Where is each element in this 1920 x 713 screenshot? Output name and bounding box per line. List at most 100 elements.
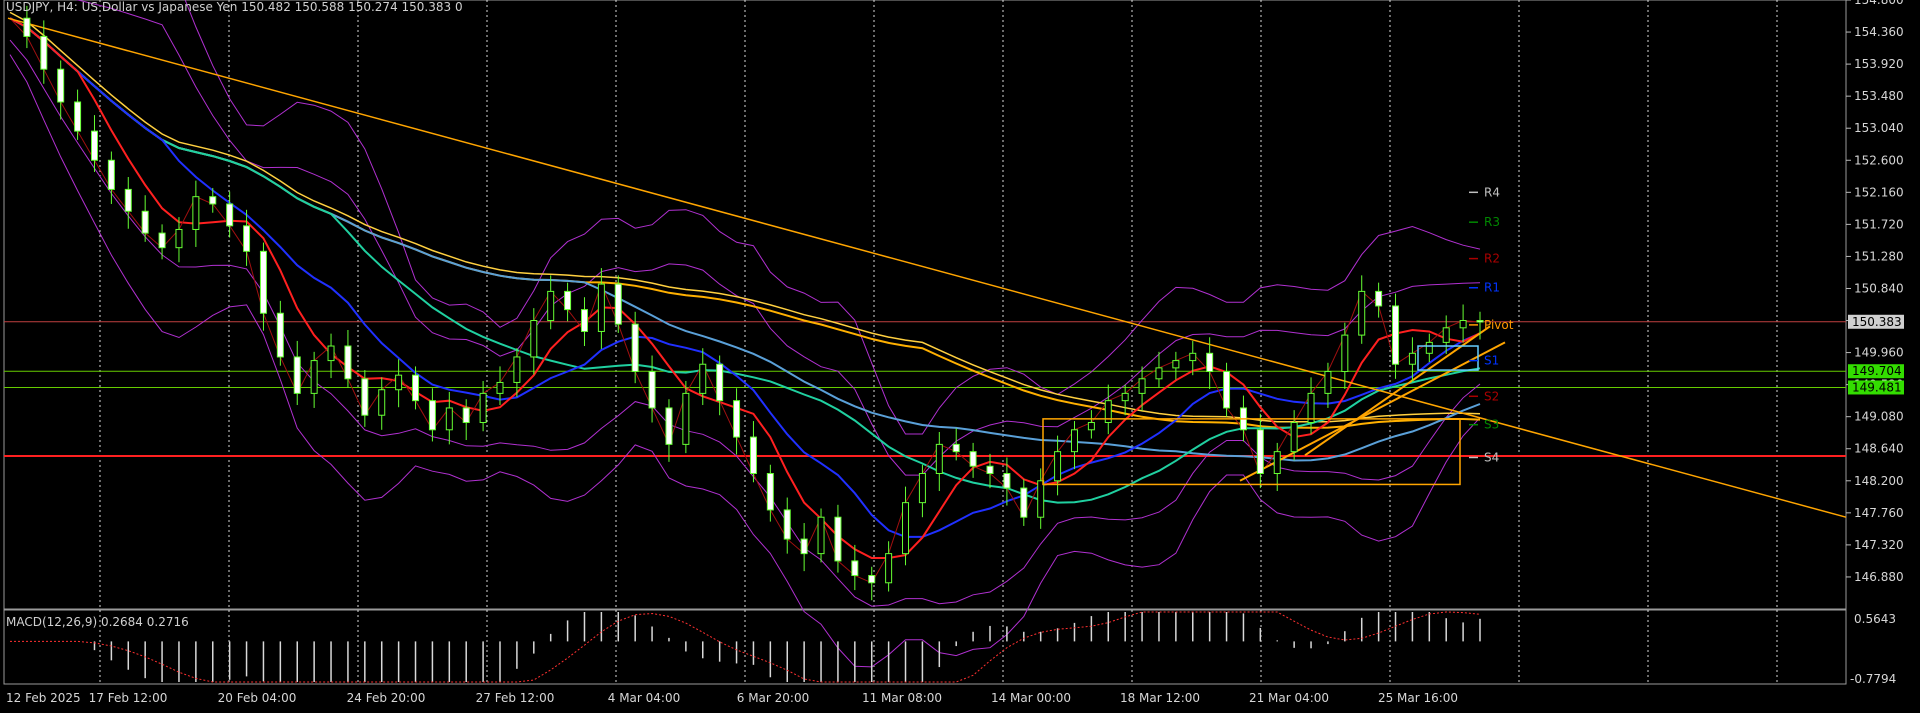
candle-body bbox=[1358, 290, 1366, 336]
main-panel-border bbox=[3, 0, 1847, 610]
price-tick-label: 149.080 bbox=[1854, 410, 1904, 424]
candle-body bbox=[783, 509, 791, 540]
candle-body bbox=[800, 538, 808, 555]
price-tick-label: 152.160 bbox=[1854, 185, 1904, 199]
candle-body bbox=[243, 225, 251, 252]
candle-body bbox=[1476, 320, 1484, 323]
price-tick-label: 148.640 bbox=[1854, 442, 1904, 456]
candle-body bbox=[530, 320, 538, 358]
pivot-label: S4 bbox=[1484, 450, 1499, 464]
drawn-shapes bbox=[1042, 345, 1479, 486]
candle-body bbox=[1037, 480, 1045, 518]
candle-body bbox=[74, 101, 82, 132]
candle-body bbox=[479, 392, 487, 424]
time-tick-label: 18 Mar 12:00 bbox=[1120, 691, 1200, 705]
price-tick-label: 147.760 bbox=[1854, 506, 1904, 520]
time-tick-label: 17 Feb 12:00 bbox=[89, 691, 168, 705]
candle-body bbox=[580, 309, 588, 332]
pivot-label: Pivot bbox=[1484, 318, 1514, 332]
candle-body bbox=[192, 196, 200, 230]
candle-body bbox=[1459, 320, 1467, 329]
candle-body bbox=[276, 312, 284, 358]
price-tick-label: 154.360 bbox=[1854, 25, 1904, 39]
candle-body bbox=[817, 516, 825, 555]
moving-averages bbox=[9, 11, 1481, 584]
price-axis: 154.800 154.360 153.920 153.480 153.040 152.6… bbox=[1846, 0, 1904, 584]
candle-body bbox=[1206, 352, 1214, 373]
candle-body bbox=[851, 560, 859, 576]
candle-body bbox=[57, 68, 65, 103]
time-tick-label: 27 Feb 12:00 bbox=[476, 691, 555, 705]
time-tick-label: 21 Mar 04:00 bbox=[1249, 691, 1329, 705]
time-tick-label: 6 Mar 20:00 bbox=[737, 691, 810, 705]
time-axis: 12 Feb 2025 17 Feb 12:00 20 Feb 04:00 24 Fe… bbox=[6, 691, 1458, 705]
price-tag-box bbox=[1848, 380, 1904, 395]
candle-body bbox=[834, 516, 842, 562]
pivot-label: R2 bbox=[1484, 252, 1500, 266]
time-tick-label: 20 Feb 04:00 bbox=[218, 691, 297, 705]
candle-body bbox=[564, 290, 572, 311]
candle-body bbox=[259, 250, 267, 314]
band-upper bbox=[184, 0, 1481, 435]
candle-body bbox=[293, 356, 301, 394]
candle-body bbox=[445, 407, 453, 431]
candle-body bbox=[1392, 305, 1400, 365]
candle-body bbox=[412, 374, 420, 402]
candles bbox=[23, 5, 1484, 601]
trendline-main bbox=[7, 17, 1847, 518]
candle-body bbox=[1256, 429, 1264, 475]
candle-body bbox=[141, 210, 149, 234]
price-tag-label: 150.383 bbox=[1852, 315, 1902, 329]
ma-blue bbox=[9, 17, 1481, 538]
band-lower bbox=[9, 54, 1481, 668]
trendline-channel-1 bbox=[1239, 341, 1506, 482]
trendline-channel-2 bbox=[1304, 325, 1491, 457]
price-tick-label: 151.280 bbox=[1854, 249, 1904, 263]
candle-body bbox=[496, 381, 504, 394]
macd-histogram bbox=[10, 611, 1481, 683]
price-tick-label: 146.880 bbox=[1854, 570, 1904, 584]
candle-body bbox=[1121, 392, 1129, 402]
candle-body bbox=[885, 553, 893, 584]
price-tick-label: 152.600 bbox=[1854, 153, 1904, 167]
ma-slow-gold bbox=[9, 11, 1481, 423]
macd-axis-top: 0.5643 bbox=[1854, 612, 1896, 626]
candle-body bbox=[124, 188, 132, 212]
price-tick-label: 153.040 bbox=[1854, 121, 1904, 135]
candle-body bbox=[226, 203, 234, 227]
price-tick-label: 150.840 bbox=[1854, 281, 1904, 295]
candle-body bbox=[158, 232, 166, 249]
candle-body bbox=[1020, 487, 1028, 518]
candle-body bbox=[1408, 352, 1416, 365]
candle-body bbox=[310, 360, 318, 394]
candle-body bbox=[1104, 400, 1112, 424]
candle-body bbox=[513, 356, 521, 383]
candle-body bbox=[699, 363, 707, 394]
candle-body bbox=[868, 574, 876, 584]
candle-body bbox=[902, 502, 910, 555]
candle-body bbox=[361, 378, 369, 416]
price-tick-label: 149.960 bbox=[1854, 346, 1904, 360]
candle-body bbox=[665, 407, 673, 445]
candle-body bbox=[648, 371, 656, 409]
candle-body bbox=[1290, 422, 1298, 453]
pivot-label: S3 bbox=[1484, 418, 1499, 432]
candle-body bbox=[716, 363, 724, 402]
macd-label: MACD(12,26,9) 0.2684 0.2716 bbox=[6, 615, 189, 629]
candle-body bbox=[952, 443, 960, 453]
price-tag-box bbox=[1848, 364, 1904, 379]
price-tick-label: 153.920 bbox=[1854, 57, 1904, 71]
ma-red bbox=[9, 17, 1481, 559]
candle-body bbox=[597, 283, 605, 332]
candle-body bbox=[90, 130, 98, 161]
candle-body bbox=[327, 345, 335, 362]
candle-body bbox=[209, 196, 217, 205]
candle-body bbox=[1307, 392, 1315, 424]
time-tick-label: 25 Mar 16:00 bbox=[1378, 691, 1458, 705]
candle-body bbox=[986, 465, 994, 475]
candle-body bbox=[1375, 290, 1383, 307]
candle-body bbox=[1189, 352, 1197, 362]
candle-body bbox=[1138, 378, 1146, 394]
candle-body bbox=[749, 436, 757, 475]
